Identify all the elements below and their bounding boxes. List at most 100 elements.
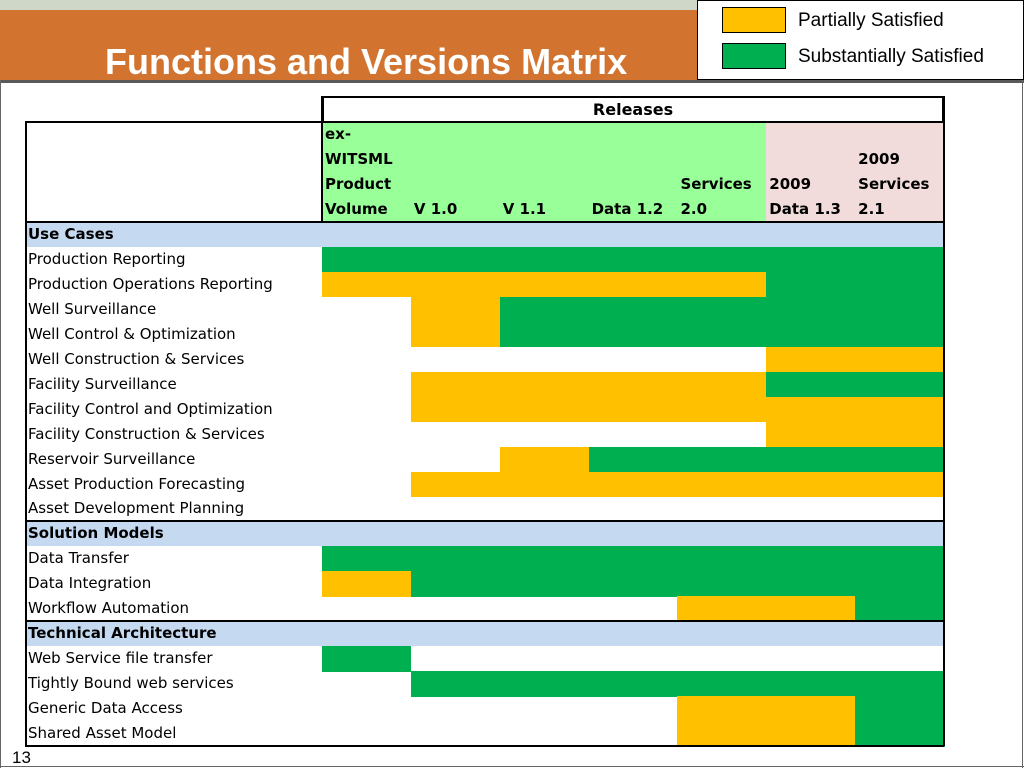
cell-substantially-satisfied — [588, 321, 679, 348]
cell-partially-satisfied — [855, 396, 945, 423]
row-label: Well Control & Optimization — [28, 324, 236, 343]
legend-swatch-partial — [722, 7, 786, 33]
cell-substantially-satisfied — [766, 671, 856, 697]
matrix-top-rule — [25, 121, 945, 123]
cell-substantially-satisfied — [855, 546, 945, 572]
cell-substantially-satisfied — [677, 446, 767, 473]
cell-substantially-satisfied — [677, 571, 767, 597]
cell-substantially-satisfied — [855, 246, 945, 273]
column-header-1-line-0: V 1.0 — [413, 200, 458, 218]
cell-substantially-satisfied — [855, 721, 945, 747]
cell-substantially-satisfied — [499, 571, 590, 597]
cell-partially-satisfied — [766, 721, 856, 747]
row-label: Web Service file transfer — [28, 649, 213, 668]
cell-partially-satisfied — [588, 271, 679, 298]
cell-substantially-satisfied — [855, 271, 945, 298]
cell-partially-satisfied — [588, 471, 679, 498]
cell-partially-satisfied — [410, 271, 501, 298]
cell-substantially-satisfied — [766, 296, 856, 323]
cell-partially-satisfied — [855, 471, 945, 498]
cell-substantially-satisfied — [766, 321, 856, 348]
section-header: Solution Models — [25, 521, 945, 547]
cell-partially-satisfied — [766, 396, 856, 423]
cell-substantially-satisfied — [855, 321, 945, 348]
cell-substantially-satisfied — [588, 446, 679, 473]
releases-header: Releases — [322, 96, 945, 122]
cell-substantially-satisfied — [410, 571, 501, 597]
cell-substantially-satisfied — [855, 571, 945, 597]
row-label: Production Operations Reporting — [28, 274, 273, 293]
cell-partially-satisfied — [499, 471, 590, 498]
cell-substantially-satisfied — [499, 296, 590, 323]
cell-substantially-satisfied — [766, 546, 856, 572]
cell-partially-satisfied — [499, 396, 590, 423]
row-label: Production Reporting — [28, 249, 186, 268]
cell-partially-satisfied — [410, 371, 501, 398]
cell-substantially-satisfied — [766, 446, 856, 473]
cell-partially-satisfied — [677, 271, 767, 298]
page-number: 13 — [12, 748, 31, 767]
row-label: Facility Control and Optimization — [28, 399, 273, 418]
cell-substantially-satisfied — [677, 546, 767, 572]
row-label: Facility Surveillance — [28, 374, 177, 393]
releases-top-rule — [321, 96, 945, 98]
frame-left — [0, 80, 1, 768]
header-band — [0, 10, 697, 80]
cell-substantially-satisfied — [588, 671, 679, 697]
column-header-0-line-1: WITSML — [325, 150, 393, 168]
row-label: Asset Production Forecasting — [28, 474, 246, 493]
cell-partially-satisfied — [410, 396, 501, 423]
row-label: Well Surveillance — [28, 299, 157, 318]
cell-partially-satisfied — [410, 321, 501, 348]
column-header-0-line-0: ex- — [325, 125, 352, 143]
cell-substantially-satisfied — [677, 671, 767, 697]
cell-substantially-satisfied — [855, 596, 945, 622]
cell-partially-satisfied — [766, 471, 856, 498]
cell-substantially-satisfied — [855, 671, 945, 697]
slide-title: Functions and Versions Matrix — [105, 41, 628, 82]
column-header-2-line-0: V 1.1 — [502, 200, 547, 218]
section-rule — [25, 520, 945, 523]
row-label: Tightly Bound web services — [28, 674, 234, 693]
cell-partially-satisfied — [855, 346, 945, 373]
row-label: Asset Development Planning — [28, 499, 245, 518]
cell-substantially-satisfied — [499, 546, 590, 572]
row-label: Data Transfer — [28, 549, 129, 568]
cell-substantially-satisfied — [588, 546, 679, 572]
cell-partially-satisfied — [499, 271, 590, 298]
cell-substantially-satisfied — [322, 646, 412, 672]
cell-partially-satisfied — [766, 346, 856, 373]
cell-partially-satisfied — [677, 396, 767, 423]
cell-substantially-satisfied — [677, 321, 767, 348]
cell-partially-satisfied — [677, 721, 767, 747]
column-header-6-line-0: 2009 — [858, 150, 900, 168]
cell-substantially-satisfied — [855, 371, 945, 398]
cell-substantially-satisfied — [499, 671, 590, 697]
column-header-4-line-0: Services — [680, 175, 752, 193]
cell-partially-satisfied — [588, 396, 679, 423]
cell-substantially-satisfied — [588, 571, 679, 597]
cell-substantially-satisfied — [677, 296, 767, 323]
cell-substantially-satisfied — [855, 696, 945, 722]
matrix-left-rule — [25, 121, 27, 746]
legend-label-substantial: Substantially Satisfied — [798, 46, 984, 67]
row-label: Workflow Automation — [28, 599, 190, 618]
cell-substantially-satisfied — [588, 296, 679, 323]
cell-partially-satisfied — [766, 421, 856, 448]
legend-label-partial: Partially Satisfied — [798, 10, 944, 31]
cell-substantially-satisfied — [766, 371, 856, 398]
column-header-3-line-0: Data 1.2 — [591, 200, 664, 218]
section-rule — [25, 620, 945, 623]
cell-substantially-satisfied — [322, 246, 412, 273]
cell-partially-satisfied — [499, 446, 590, 473]
matrix-label-rule — [321, 96, 323, 222]
functions-versions-matrix: Releases ex- WITSML Product Volume V 1.0 V 1.1… — [25, 96, 946, 747]
cell-substantially-satisfied — [855, 296, 945, 323]
column-header-4-line-1: 2.0 — [680, 200, 708, 218]
column-header-bg-pink — [766, 122, 945, 222]
cell-partially-satisfied — [322, 571, 412, 597]
column-header-bg-green — [322, 122, 767, 222]
section-rule — [25, 221, 945, 223]
cell-partially-satisfied — [766, 596, 856, 622]
row-label: Facility Construction & Services — [28, 424, 265, 443]
